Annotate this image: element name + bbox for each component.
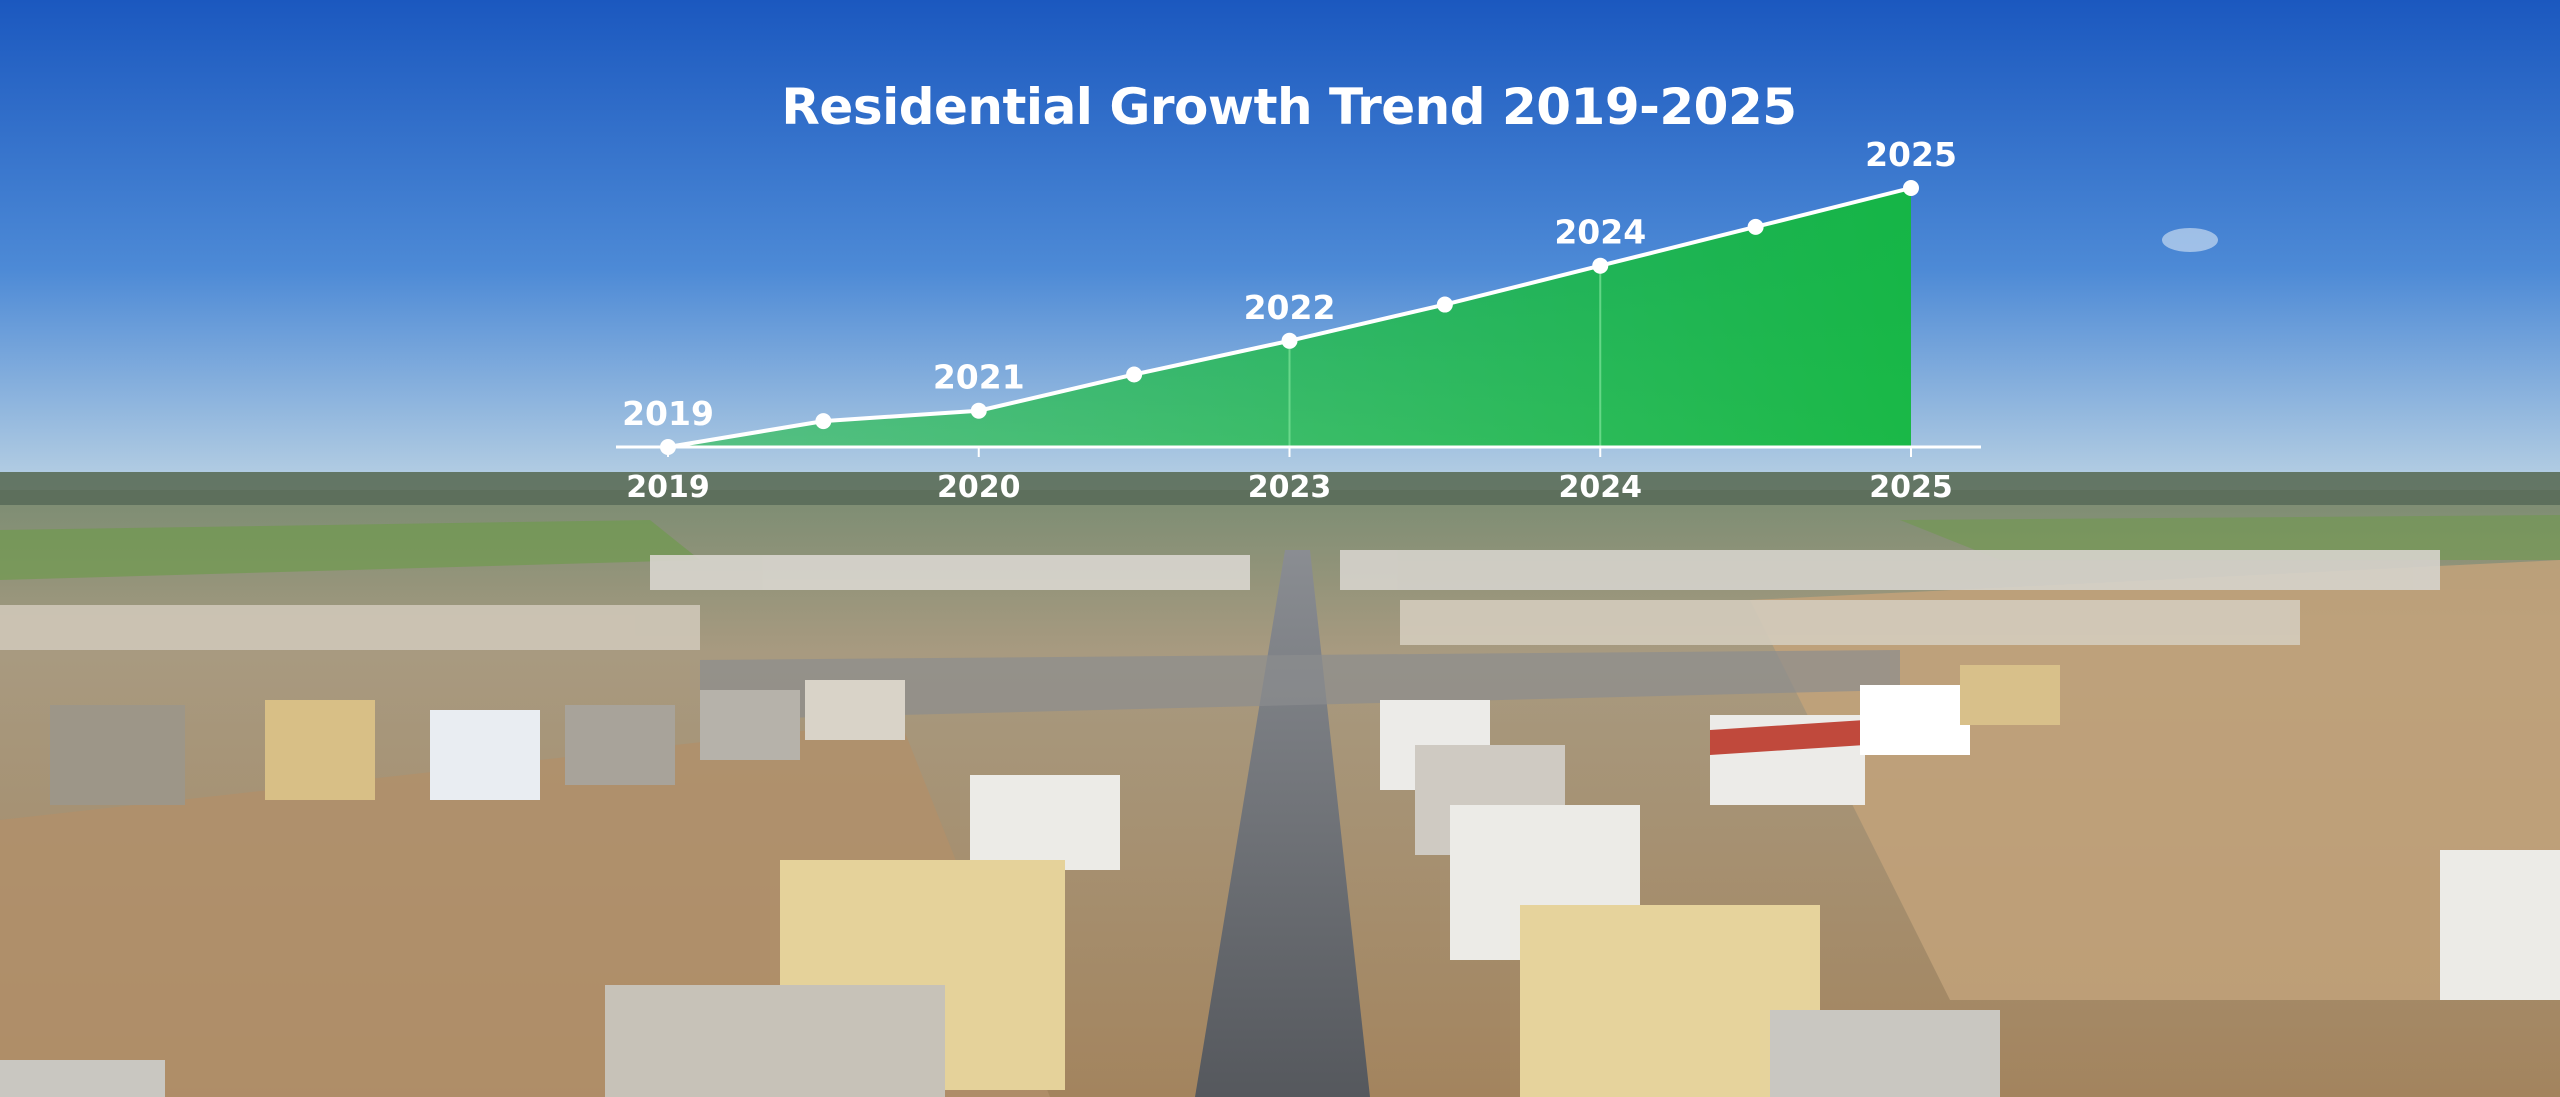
x-tick-label: 2019: [626, 470, 710, 505]
point-labels: 2019 2021 2022 2024 2025: [622, 135, 1957, 433]
x-tick-label: 2020: [937, 470, 1021, 505]
x-tick-label: 2025: [1869, 470, 1953, 505]
green-field: [1900, 515, 2560, 560]
x-axis-ticks: 2019 2020 2023 2024 2025: [626, 447, 1953, 505]
point-label: 2022: [1244, 288, 1336, 327]
data-point: [1436, 296, 1453, 313]
point-label: 2024: [1554, 213, 1646, 252]
cloud: [2162, 228, 2218, 252]
houses-near: [0, 665, 2560, 1097]
dirt-plots: [1750, 560, 2560, 1000]
cross-road: [700, 650, 1900, 720]
chart-title: Residential Growth Trend 2019-2025: [781, 78, 1796, 136]
point-label: 2021: [933, 358, 1025, 397]
point-label: 2019: [622, 394, 714, 433]
data-point: [815, 413, 832, 430]
x-tick-label: 2023: [1248, 470, 1332, 505]
point-label: 2025: [1865, 135, 1957, 174]
houses-far: [0, 550, 2440, 650]
area-dividers: [1288, 265, 1602, 447]
data-point: [1903, 180, 1919, 196]
data-point: [1592, 257, 1609, 274]
data-point: [970, 402, 987, 419]
green-field: [0, 520, 700, 580]
data-point: [1747, 218, 1764, 235]
x-tick-label: 2024: [1559, 470, 1643, 505]
main-road: [1195, 550, 1370, 1097]
data-point: [1281, 332, 1298, 349]
data-point: [1126, 366, 1143, 383]
